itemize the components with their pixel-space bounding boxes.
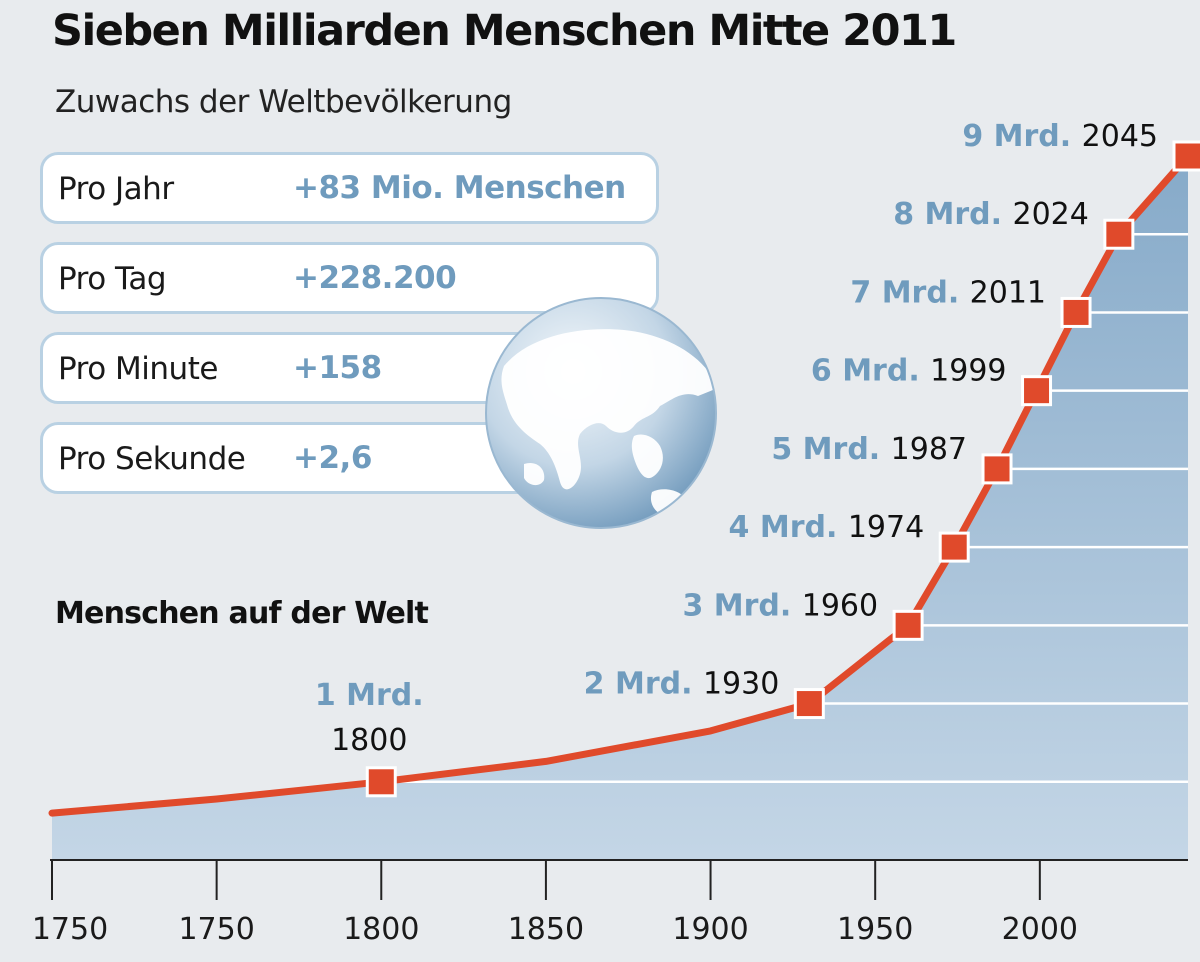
milestone-year: 1987 xyxy=(891,432,967,467)
milestone-annotation: 5 Mrd. 1987 xyxy=(771,432,967,467)
stat-value: +2,6 xyxy=(293,440,372,476)
stat-value: +158 xyxy=(293,350,382,386)
milestone-marker xyxy=(365,766,397,798)
milestone-label: 8 Mrd. xyxy=(893,197,1012,232)
milestone-year: 1960 xyxy=(802,588,878,623)
milestone-label: 2 Mrd. xyxy=(584,667,703,702)
milestone-annotation: 7 Mrd. 2011 xyxy=(850,275,1046,310)
milestone-year: 1999 xyxy=(930,354,1006,389)
x-tick-label: 2000 xyxy=(1002,912,1078,947)
stat-label: Pro Minute xyxy=(58,351,218,387)
population-area xyxy=(52,156,1188,860)
milestone-marker xyxy=(938,531,970,563)
stat-value: +83 Mio. Menschen xyxy=(293,170,626,206)
stat-value: +228.200 xyxy=(293,260,457,296)
milestone-year: 2011 xyxy=(970,275,1046,310)
milestone-marker xyxy=(1021,375,1053,407)
stat-label: Pro Jahr xyxy=(58,171,174,207)
chart-subtitle: Zuwachs der Weltbevölkerung xyxy=(55,84,512,120)
milestone-label: 5 Mrd. xyxy=(771,432,890,467)
milestone-annotation: 4 Mrd. 1974 xyxy=(729,510,925,545)
x-tick-label: 1900 xyxy=(672,912,748,947)
milestone-year: 2045 xyxy=(1082,119,1158,154)
milestone-year: 1974 xyxy=(848,510,924,545)
globe-icon xyxy=(485,297,717,529)
milestone-label: 9 Mrd. xyxy=(962,119,1081,154)
milestone-label: 6 Mrd. xyxy=(811,354,930,389)
stat-per-day: Pro Tag +228.200 xyxy=(40,242,659,314)
x-tick-label: 1850 xyxy=(508,912,584,947)
milestone-annotation: 6 Mrd. 1999 xyxy=(811,354,1007,389)
milestone-year: 2024 xyxy=(1012,197,1088,232)
stat-label: Pro Tag xyxy=(58,261,167,297)
x-tick-label: 1800 xyxy=(343,912,419,947)
stat-per-year: Pro Jahr +83 Mio. Menschen xyxy=(40,152,659,224)
milestone-marker xyxy=(892,609,924,641)
stat-label: Pro Sekunde xyxy=(58,441,246,477)
series-label: Menschen auf der Welt xyxy=(55,596,429,631)
milestone-label: 3 Mrd. xyxy=(682,588,801,623)
x-tick-label: 1950 xyxy=(837,912,913,947)
milestone-year: 1930 xyxy=(703,667,779,702)
milestone-marker xyxy=(981,453,1013,485)
x-tick-label: 1750 xyxy=(178,912,254,947)
milestone-label: 7 Mrd. xyxy=(850,275,969,310)
chart-title: Sieben Milliarden Menschen Mitte 2011 xyxy=(52,6,957,56)
milestone-label: 1 Mrd. xyxy=(315,678,424,713)
x-tick-label: 1750 xyxy=(32,912,108,947)
milestone-marker xyxy=(1172,140,1200,172)
milestone-year: 1800 xyxy=(331,723,407,758)
milestone-marker xyxy=(793,688,825,720)
milestone-annotation: 3 Mrd. 1960 xyxy=(682,588,878,623)
milestone-annotation: 8 Mrd. 2024 xyxy=(893,197,1089,232)
milestone-annotation: 2 Mrd. 1930 xyxy=(584,667,780,702)
milestone-label: 4 Mrd. xyxy=(729,510,848,545)
milestone-annotation: 9 Mrd. 2045 xyxy=(962,119,1158,154)
milestone-marker xyxy=(1103,218,1135,250)
milestone-marker xyxy=(1060,296,1092,328)
